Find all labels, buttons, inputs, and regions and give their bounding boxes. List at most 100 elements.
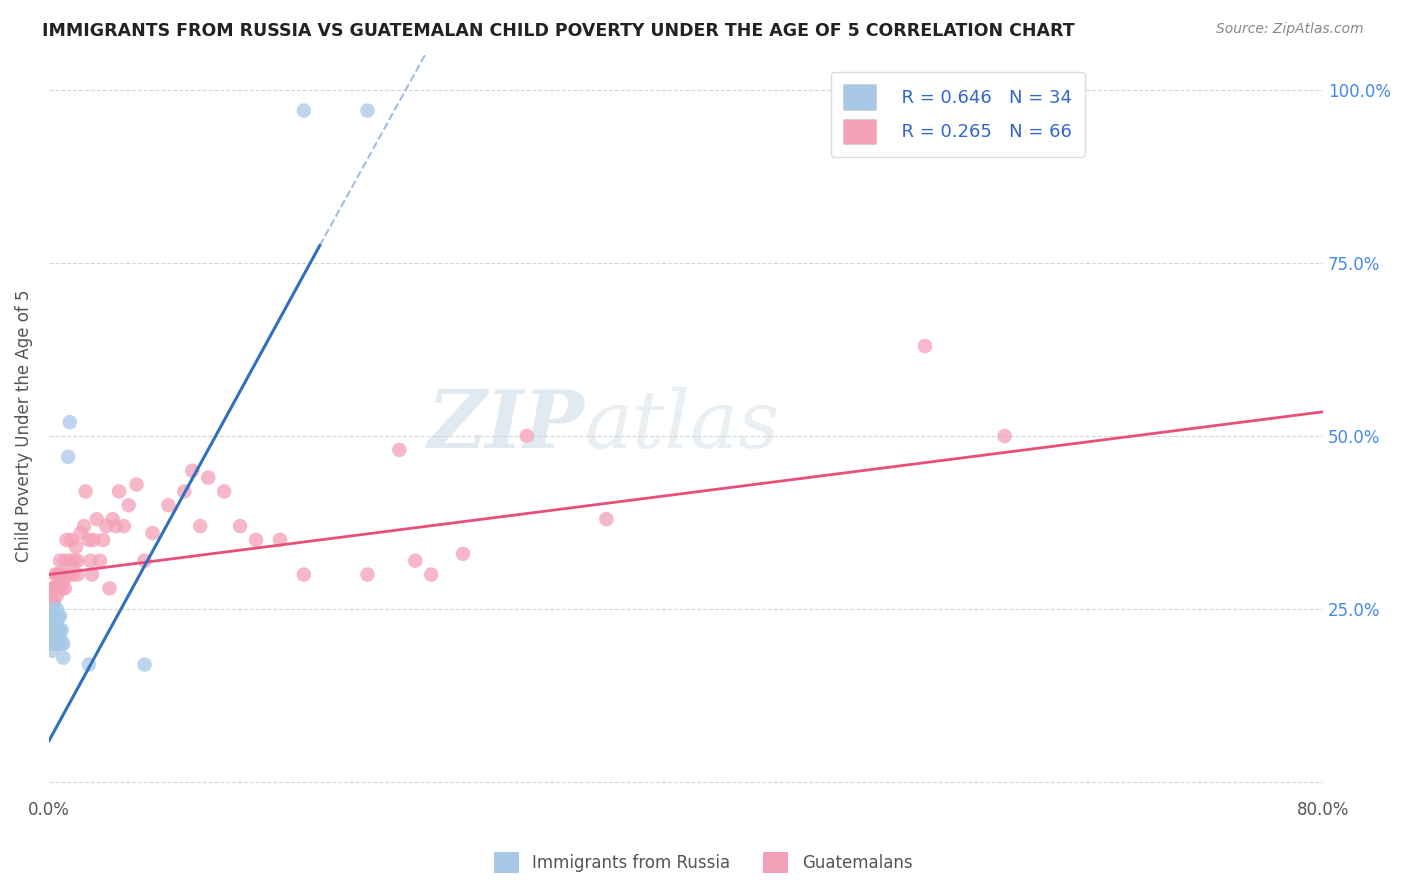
Point [51, 637, 73, 651]
Point [188, 519, 211, 533]
Point [44, 623, 66, 637]
Point [98, 582, 121, 596]
Point [48, 609, 70, 624]
Point [52, 574, 75, 589]
Point [56, 450, 79, 464]
Text: Source: ZipAtlas.com: Source: ZipAtlas.com [1216, 22, 1364, 37]
Point [89, 554, 111, 568]
Point [42, 582, 65, 596]
Point [80, 567, 103, 582]
Legend:   R = 0.646   N = 34,   R = 0.265   N = 66: R = 0.646 N = 34, R = 0.265 N = 66 [831, 71, 1085, 157]
Point [44, 630, 66, 644]
Point [53, 582, 76, 596]
Point [134, 554, 156, 568]
Point [77, 533, 100, 547]
Point [212, 484, 235, 499]
Point [86, 512, 108, 526]
Point [994, 429, 1017, 443]
Point [51, 623, 73, 637]
Point [83, 533, 105, 547]
Point [48, 567, 70, 582]
Point [63, 554, 86, 568]
Point [45, 623, 67, 637]
Point [45, 602, 67, 616]
Point [60, 533, 83, 547]
Point [55, 533, 77, 547]
Point [51, 567, 73, 582]
Point [96, 519, 118, 533]
Point [117, 498, 139, 512]
Point [356, 103, 378, 118]
Point [101, 512, 124, 526]
Point [77, 657, 100, 672]
Point [73, 519, 96, 533]
Point [134, 657, 156, 672]
Point [125, 477, 148, 491]
Point [56, 567, 79, 582]
Point [451, 547, 474, 561]
Point [91, 533, 114, 547]
Point [141, 526, 163, 541]
Legend: Immigrants from Russia, Guatemalans: Immigrants from Russia, Guatemalans [486, 846, 920, 880]
Point [173, 484, 195, 499]
Point [41, 623, 63, 637]
Point [48, 582, 70, 596]
Point [42, 602, 65, 616]
Point [45, 615, 67, 630]
Point [41, 582, 63, 596]
Point [79, 554, 101, 568]
Point [52, 637, 75, 651]
Text: atlas: atlas [583, 387, 779, 465]
Point [53, 554, 76, 568]
Point [41, 609, 63, 624]
Point [59, 415, 82, 429]
Point [420, 567, 443, 582]
Point [112, 519, 135, 533]
Point [42, 623, 65, 637]
Y-axis label: Child Poverty Under the Age of 5: Child Poverty Under the Age of 5 [15, 289, 32, 562]
Point [39, 623, 62, 637]
Point [229, 519, 252, 533]
Point [66, 554, 89, 568]
Point [42, 637, 65, 651]
Point [157, 498, 180, 512]
Point [245, 533, 267, 547]
Point [595, 512, 617, 526]
Point [181, 464, 204, 478]
Point [49, 623, 72, 637]
Point [44, 567, 66, 582]
Point [49, 630, 72, 644]
Point [269, 533, 291, 547]
Point [51, 582, 73, 596]
Point [49, 554, 72, 568]
Point [39, 595, 62, 609]
Point [49, 609, 72, 624]
Point [104, 519, 127, 533]
Point [48, 623, 70, 637]
Point [388, 442, 411, 457]
Point [65, 540, 87, 554]
Point [356, 567, 378, 582]
Point [45, 588, 67, 602]
Point [62, 567, 84, 582]
Point [41, 644, 63, 658]
Point [45, 567, 67, 582]
Point [39, 637, 62, 651]
Point [66, 567, 89, 582]
Point [42, 595, 65, 609]
Point [516, 429, 538, 443]
Point [42, 615, 65, 630]
Text: ZIP: ZIP [427, 387, 583, 465]
Point [44, 609, 66, 624]
Point [404, 554, 426, 568]
Point [914, 339, 936, 353]
Point [39, 609, 62, 624]
Point [48, 637, 70, 651]
Point [44, 582, 66, 596]
Point [292, 103, 315, 118]
Point [52, 650, 75, 665]
Point [108, 484, 131, 499]
Point [197, 470, 219, 484]
Point [75, 484, 97, 499]
Text: IMMIGRANTS FROM RUSSIA VS GUATEMALAN CHILD POVERTY UNDER THE AGE OF 5 CORRELATIO: IMMIGRANTS FROM RUSSIA VS GUATEMALAN CHI… [42, 22, 1074, 40]
